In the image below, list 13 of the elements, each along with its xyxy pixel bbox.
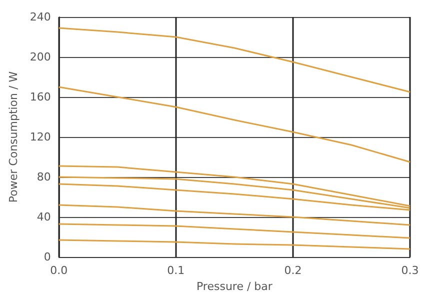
y-tick-label: 160 [30, 90, 51, 104]
x-tick-label: 0.0 [50, 264, 68, 277]
y-tick-label: 240 [30, 10, 51, 24]
y-tick-label: 40 [36, 210, 51, 224]
y-tick-label: 80 [36, 170, 51, 184]
x-axis-title: Pressure / bar [196, 280, 273, 293]
y-tick-label: 120 [30, 130, 51, 144]
y-axis-title: Power Consumption / W [7, 71, 20, 203]
y-tick-label: 200 [30, 50, 51, 64]
x-tick-label: 0.2 [284, 264, 302, 277]
y-tick-label: 0 [44, 250, 51, 264]
x-tick-label: 0.3 [401, 264, 419, 277]
x-tick-label: 0.1 [167, 264, 185, 277]
